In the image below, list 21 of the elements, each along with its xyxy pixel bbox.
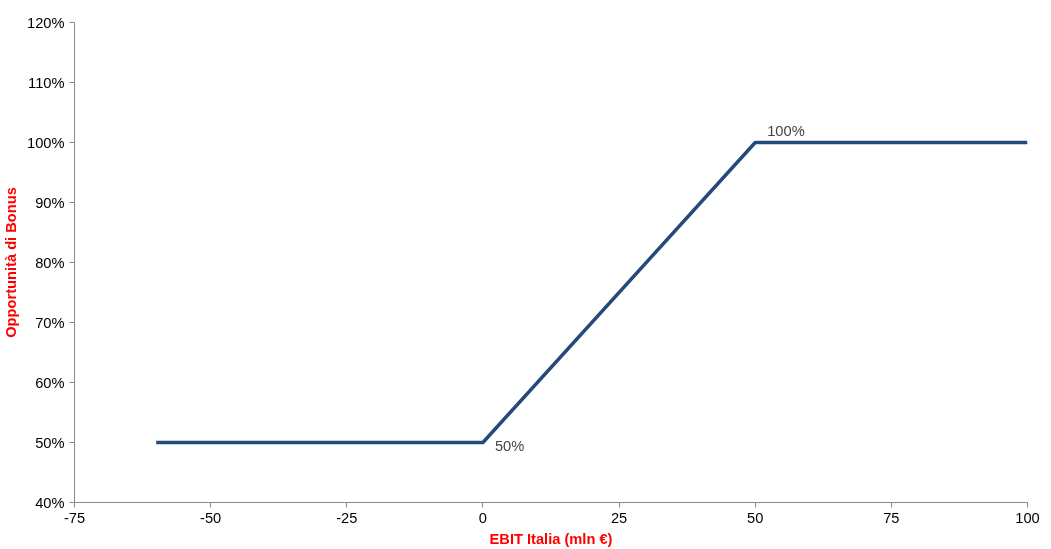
data-label: 100% <box>767 122 805 139</box>
y-tick-label: 110% <box>28 74 65 91</box>
x-tick-label: -25 <box>336 509 358 526</box>
y-tick-label: 100% <box>27 134 65 151</box>
x-tick-label: 50 <box>747 509 764 526</box>
y-tick-label: 60% <box>35 374 65 391</box>
y-tick-label: 70% <box>35 314 65 331</box>
x-tick-label: -75 <box>63 509 86 526</box>
y-tick-label: 50% <box>35 434 65 451</box>
x-tick-label: 0 <box>478 509 488 526</box>
x-tick-label: 100 <box>1015 509 1040 526</box>
data-label: 50% <box>494 437 525 454</box>
x-tick-label: 75 <box>883 509 900 526</box>
y-tick-label: 90% <box>35 194 65 211</box>
x-tick-label: 25 <box>610 509 628 526</box>
y-axis-title: Opportunità di Bonus <box>3 187 20 338</box>
x-axis-title: EBIT Italia (mln €) <box>489 530 613 547</box>
x-tick-label: -50 <box>200 509 222 526</box>
y-tick-label: 40% <box>35 494 65 511</box>
y-tick-label: 120% <box>27 14 65 31</box>
y-tick-label: 80% <box>35 254 65 271</box>
